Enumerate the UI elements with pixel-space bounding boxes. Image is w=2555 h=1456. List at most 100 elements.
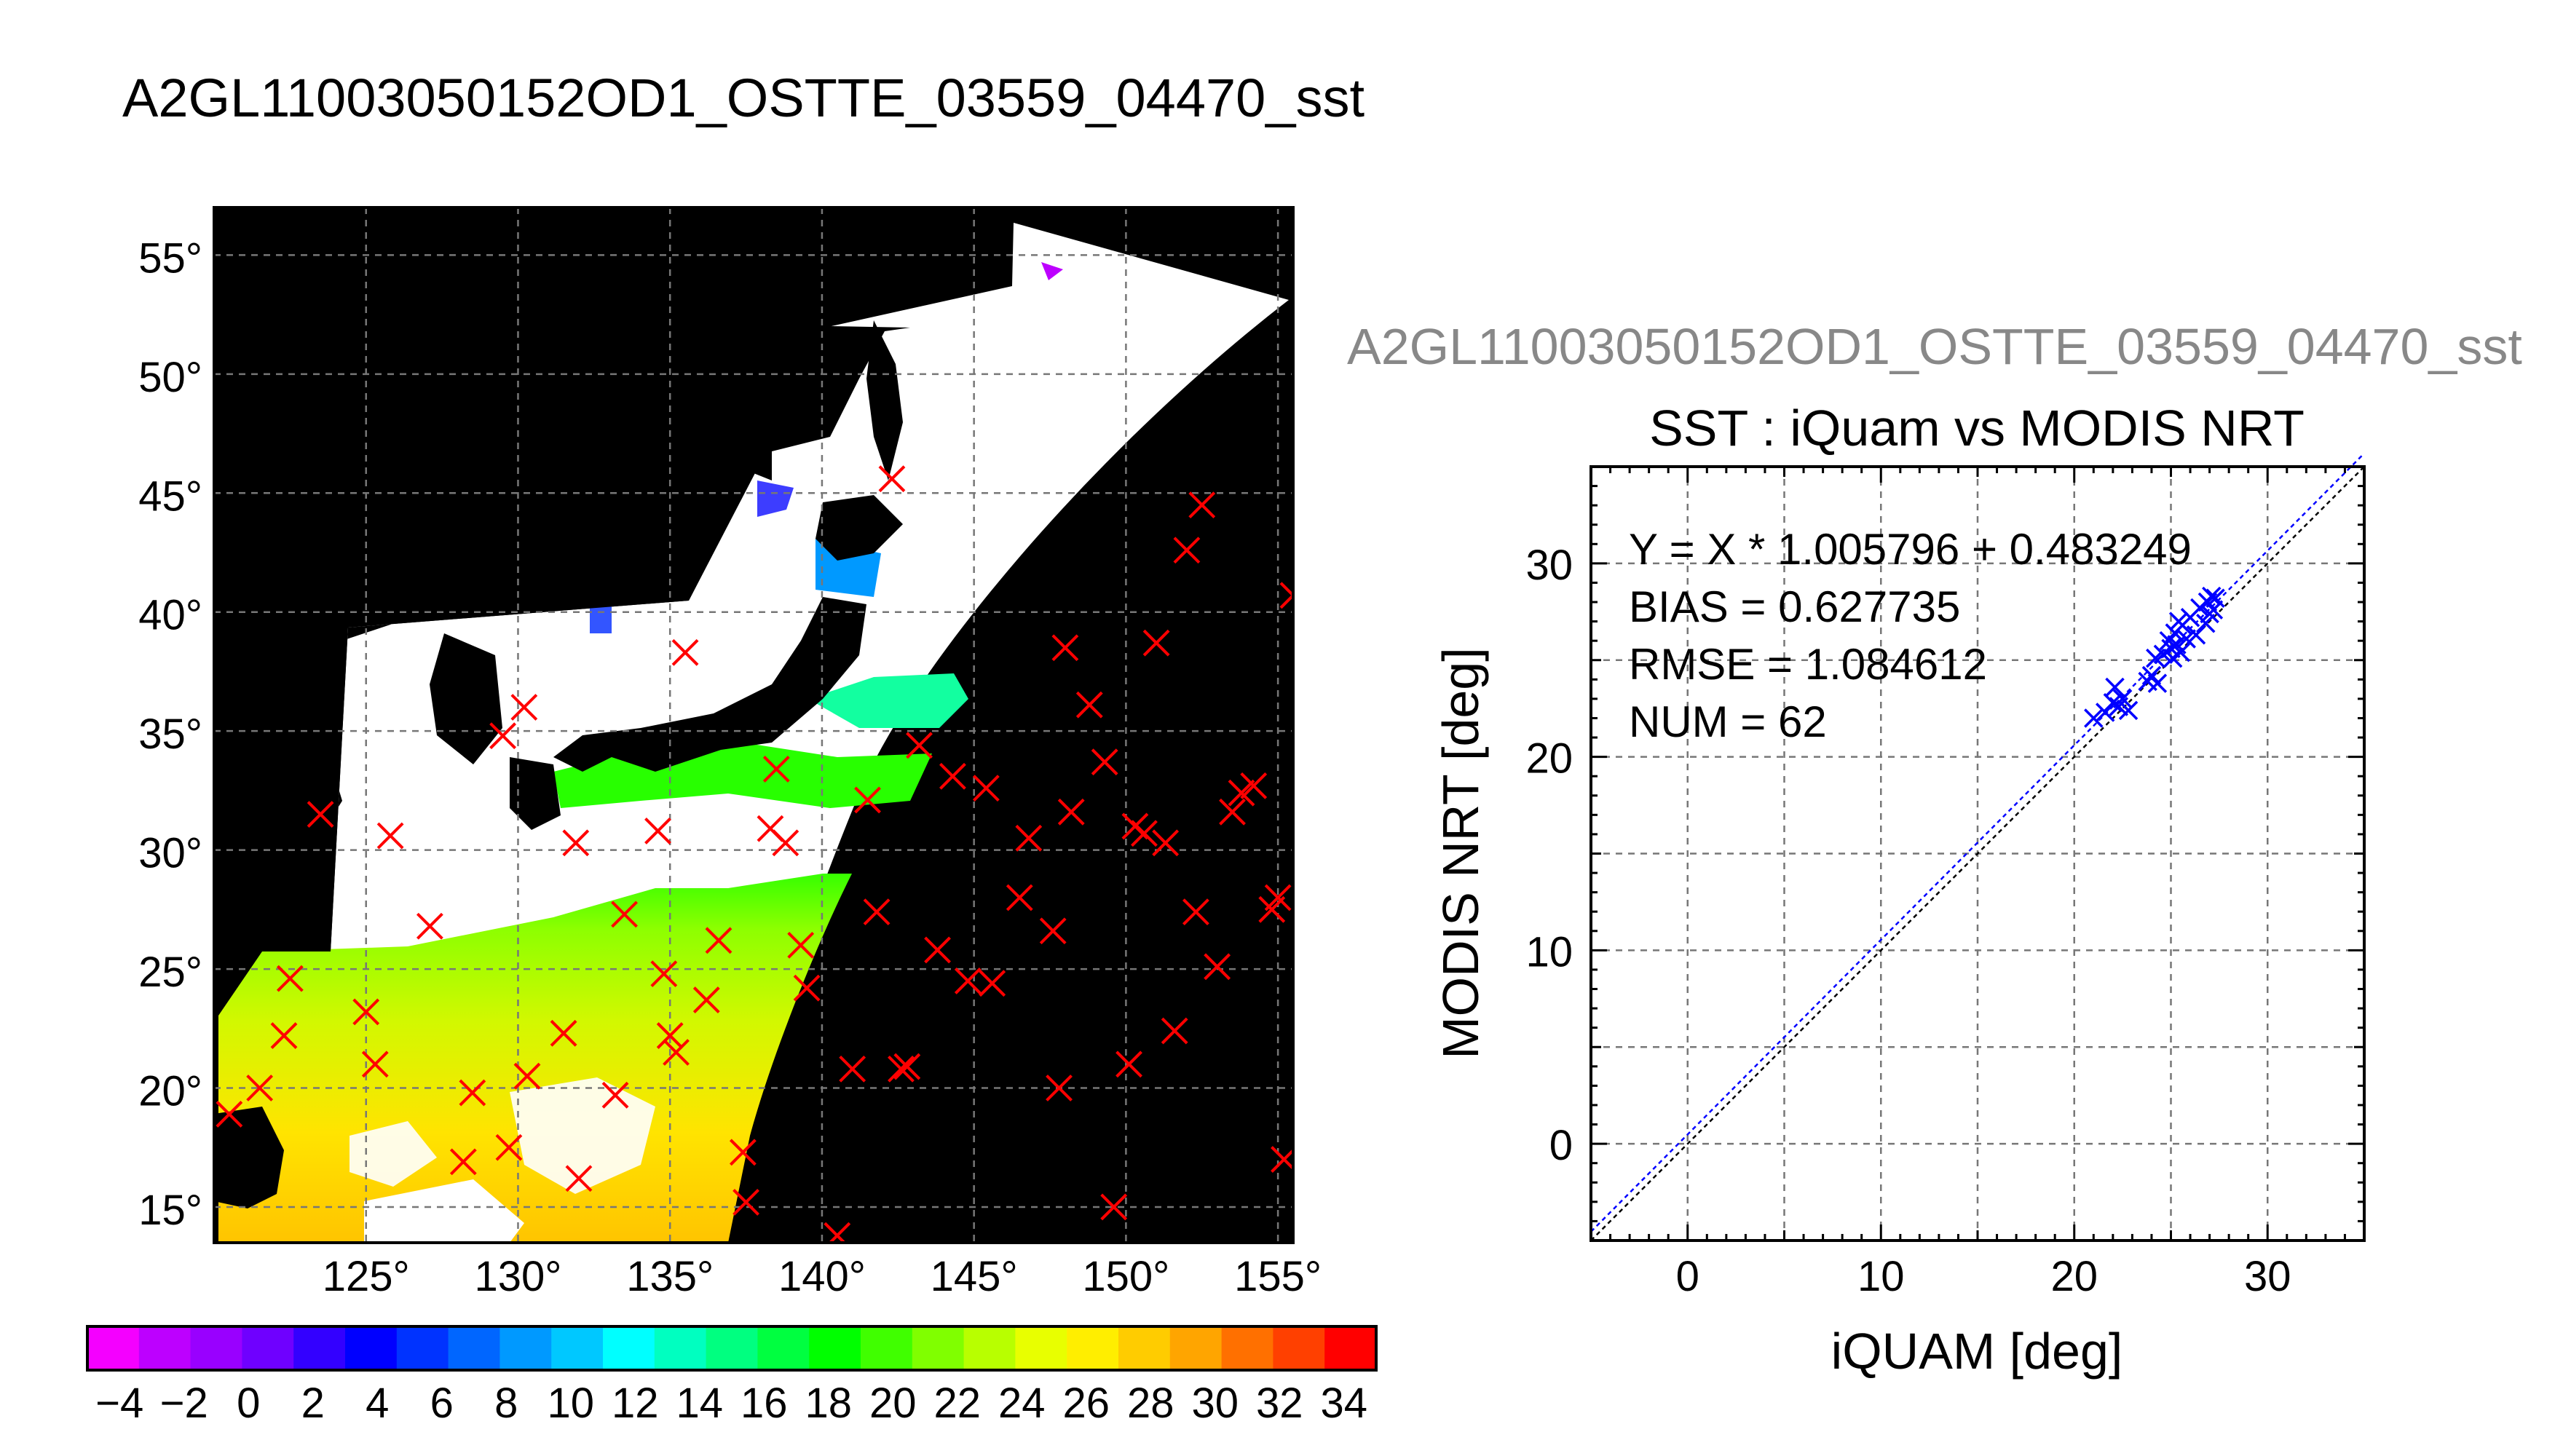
colorbar-tick-label: 8 (494, 1380, 518, 1427)
scatter-gridlines (1591, 467, 2364, 1241)
lon-tick-label: 125° (323, 1253, 410, 1300)
colorbar-tick-label: 12 (612, 1380, 659, 1427)
colorbar-cell (1221, 1326, 1273, 1370)
colorbar-cell (293, 1326, 346, 1370)
colorbar-cell (87, 1326, 140, 1370)
map-red-marker (459, 1079, 486, 1107)
map-red-marker (732, 1189, 759, 1216)
land-sakhalin (866, 320, 903, 480)
map-red-marker (611, 901, 638, 928)
colorbar-cell (396, 1326, 449, 1370)
colorbar-cell (345, 1326, 398, 1370)
scatter-point (2147, 673, 2168, 693)
identity-line (1590, 466, 2365, 1241)
map-red-marker (1188, 491, 1216, 519)
land-hokkaido (816, 495, 903, 561)
map-red-marker (772, 829, 799, 857)
land-korea (430, 633, 502, 764)
map-red-marker (1142, 629, 1170, 657)
scatter-point (2186, 625, 2206, 645)
colorbar-tick-label: 32 (1256, 1380, 1303, 1427)
colorbar-frame (86, 1325, 1378, 1372)
scatter-point (2153, 644, 2173, 665)
map-red-marker (893, 1053, 921, 1080)
scatter-fit-lines (1590, 452, 2365, 1241)
scatter-point (2118, 700, 2139, 721)
colorbar-tick-label: 30 (1191, 1380, 1239, 1427)
map-red-marker (888, 1055, 915, 1083)
colorbar-tick-label: 20 (869, 1380, 917, 1427)
lon-tick-label: 140° (778, 1253, 866, 1300)
map-red-marker (276, 965, 304, 992)
land-luzon (214, 1107, 284, 1208)
colorbar-cell (448, 1326, 500, 1370)
cloud-patch (510, 1077, 655, 1194)
colorbar-tick-label: 18 (805, 1380, 852, 1427)
colorbar-tick-label: 14 (676, 1380, 723, 1427)
map-red-marker (352, 998, 380, 1026)
land-mainland (218, 326, 910, 951)
map-red-marker (671, 638, 699, 666)
scatter-x-tick-label: 10 (1857, 1253, 1905, 1300)
scatter-title: SST : iQuam vs MODIS NRT (1649, 400, 2305, 456)
lat-tick-label: 20° (138, 1068, 202, 1115)
scatter-point (2095, 703, 2115, 722)
map-red-marker (663, 1039, 690, 1066)
map-red-marker (1051, 634, 1079, 662)
cloud-patch (350, 1121, 437, 1187)
map-red-marker (824, 1222, 851, 1243)
map-red-marker (1264, 884, 1292, 911)
colorbar-cell (551, 1326, 604, 1370)
longitude-tick-labels: 125° 130° 135° 140° 145° 150° 155° (323, 1253, 1322, 1300)
map-red-marker (495, 1133, 523, 1161)
map-red-marker (972, 775, 1000, 802)
map-red-marker (1228, 779, 1255, 807)
map-red-marker (1240, 772, 1268, 799)
map-gridlines (214, 207, 1293, 1243)
map-red-marker (489, 722, 517, 750)
scatter-frame (1590, 465, 2366, 1242)
lat-tick-label: 45° (138, 472, 202, 520)
scatter-x-tick-label: 0 (1676, 1253, 1699, 1300)
colorbar-tick-label: 24 (998, 1380, 1046, 1427)
scatter-point (2105, 677, 2125, 697)
lat-tick-label: 15° (138, 1187, 202, 1234)
colorbar-tick-labels: −4 −2 0 2 4 6 8 10 12 14 16 18 20 22 24 26 28 30 32 34 (95, 1380, 1367, 1427)
lon-tick-label: 150° (1082, 1253, 1169, 1300)
colorbar-cell (190, 1326, 242, 1370)
scatter-point (2163, 648, 2183, 668)
colorbar-cell (242, 1326, 294, 1370)
colorbar-cell (757, 1326, 810, 1370)
colorbar-tick-label: 2 (301, 1380, 325, 1427)
map-red-marker (601, 1081, 629, 1109)
colorbar-cell (499, 1326, 552, 1370)
map-red-marker (376, 822, 404, 850)
scatter-point-layer (2084, 586, 2225, 728)
land-kyushu (510, 757, 561, 830)
map-red-marker (1057, 798, 1085, 826)
map-red-marker (1219, 798, 1246, 826)
sst-blue-patch (590, 604, 612, 633)
scatter-tick-marks (1590, 465, 2366, 1242)
colorbar-cell (1015, 1326, 1067, 1370)
colorbar-cell (1118, 1326, 1171, 1370)
colorbar-cell (1273, 1326, 1325, 1370)
colorbar-tick-label: −2 (160, 1380, 208, 1427)
colorbar-tick-label: 26 (1062, 1380, 1110, 1427)
scatter-stat-line: BIAS = 0.627735 (1629, 582, 1960, 631)
lon-tick-label: 130° (474, 1253, 561, 1300)
scatter-stat-line: RMSE = 1.084612 (1629, 640, 1987, 689)
map-red-marker (449, 1148, 477, 1176)
colorbar-tick-label: 22 (933, 1380, 981, 1427)
scatter-x-tick-labels: 0 10 20 30 (1676, 1253, 2291, 1300)
lon-tick-label: 135° (626, 1253, 714, 1300)
map-red-marker (1039, 917, 1067, 945)
colorbar-tick-label: 4 (366, 1380, 389, 1427)
map-red-marker (878, 465, 906, 493)
map-red-marker (729, 1139, 757, 1166)
map-red-marker (246, 1075, 274, 1101)
map-red-marker (979, 970, 1006, 997)
scatter-stats-block: Y = X * 1.005796 + 0.483249 BIAS = 0.6277… (1629, 525, 2192, 746)
scatter-y-tick-label: 10 (1525, 928, 1573, 976)
